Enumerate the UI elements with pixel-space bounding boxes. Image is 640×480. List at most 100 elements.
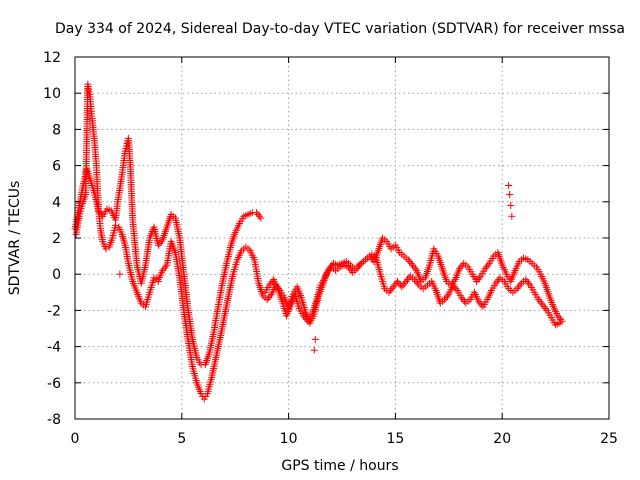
data-point-dense [267, 279, 275, 287]
data-point [475, 297, 483, 305]
data-point [441, 296, 449, 304]
data-point-dense [476, 299, 484, 307]
data-point [394, 277, 402, 285]
y-tick-label: -6 [47, 376, 61, 392]
data-point-dense [452, 285, 460, 293]
data-point-dense [450, 277, 458, 285]
x-tick-label: 20 [493, 431, 511, 447]
data-point [385, 288, 393, 296]
data-point [411, 276, 419, 284]
data-point-dense [161, 263, 169, 271]
data-point [311, 335, 319, 343]
data-point [455, 265, 463, 273]
x-tick-label: 10 [280, 431, 298, 447]
x-tick-label: 15 [386, 431, 404, 447]
data-point-dense [265, 294, 273, 302]
data-point-dense [516, 281, 524, 289]
data-point [154, 277, 162, 285]
x-axis-label: GPS time / hours [281, 458, 398, 474]
data-point [554, 312, 562, 320]
x-tick-label: 0 [71, 431, 80, 447]
data-point-dense [537, 299, 545, 307]
data-point-dense [157, 238, 165, 246]
data-point-dense [388, 285, 396, 293]
data-point-dense [542, 305, 550, 313]
data-point-dense [401, 279, 409, 287]
data-point [507, 201, 515, 209]
data-point-dense [404, 276, 412, 284]
data-point [159, 267, 167, 275]
data-point [116, 270, 124, 278]
data-point-dense [410, 263, 418, 271]
y-tick-label: -8 [47, 412, 61, 428]
data-point-dense [478, 301, 486, 309]
data-point-dense [557, 315, 565, 323]
data-point-dense [301, 314, 309, 322]
data-point-dense [475, 274, 483, 282]
data-point [389, 283, 397, 291]
data-point [102, 245, 110, 253]
y-tick-label: 2 [52, 231, 61, 247]
data-point-dense [302, 315, 310, 323]
data-point-dense [540, 303, 548, 311]
chart-title: Day 334 of 2024, Sidereal Day-to-day VTE… [55, 21, 625, 37]
tick-labels: 0 5 10 15 20 25 -8 -6 -4 -2 0 2 4 6 8 10 12 [43, 50, 618, 447]
data-point-dense [412, 277, 420, 285]
data-point-dense [484, 261, 492, 269]
data-point [398, 283, 406, 291]
data-point-dense [160, 265, 168, 273]
data-point [481, 265, 489, 273]
data-point-dense [459, 296, 467, 304]
x-tick-label: 5 [177, 431, 186, 447]
data-point-dense [407, 259, 415, 267]
data-point-dense [483, 263, 491, 271]
data-point-dense [386, 286, 394, 294]
y-tick-label: 4 [52, 195, 61, 211]
y-tick-label: -4 [47, 340, 61, 356]
data-point [513, 285, 521, 293]
y-tick-label: 10 [43, 86, 61, 102]
data-point [402, 277, 410, 285]
data-point [300, 312, 308, 320]
data-point-dense [523, 277, 531, 285]
data-point-dense [266, 292, 274, 300]
data-point [310, 346, 318, 354]
data-point-dense [327, 263, 335, 271]
data-point [154, 241, 162, 249]
data-point-dense [555, 314, 563, 322]
data-point-dense [406, 258, 414, 266]
grid-layer [75, 57, 609, 419]
data-point-dense [443, 292, 451, 300]
data-point [325, 265, 333, 273]
data-point-dense [96, 209, 104, 217]
data-point [449, 281, 457, 289]
data-point-dense [413, 279, 421, 287]
data-point [265, 281, 273, 289]
data-point-dense [411, 265, 419, 273]
data-point-dense [525, 279, 533, 287]
data-point [112, 221, 120, 229]
data-point [253, 209, 261, 217]
data-point [257, 214, 265, 222]
y-tick-label: -2 [47, 303, 61, 319]
data-point [473, 277, 481, 285]
data-point [539, 301, 547, 309]
data-point [492, 279, 500, 287]
data-point [505, 182, 513, 190]
data-point-dense [255, 212, 263, 220]
y-tick-label: 12 [43, 50, 61, 66]
y-tick-label: 0 [52, 267, 61, 283]
y-axis-label: SDTVAR / TECUs [7, 181, 23, 296]
data-point [535, 296, 543, 304]
y-tick-label: 8 [52, 122, 61, 138]
data-point [263, 296, 271, 304]
data-point-dense [450, 283, 458, 291]
data-point [404, 256, 412, 264]
data-point [556, 319, 564, 327]
data-point [508, 212, 516, 220]
data-point-dense [474, 276, 482, 284]
data-point [522, 276, 530, 284]
data-point-dense [536, 297, 544, 305]
data-point [408, 261, 416, 269]
